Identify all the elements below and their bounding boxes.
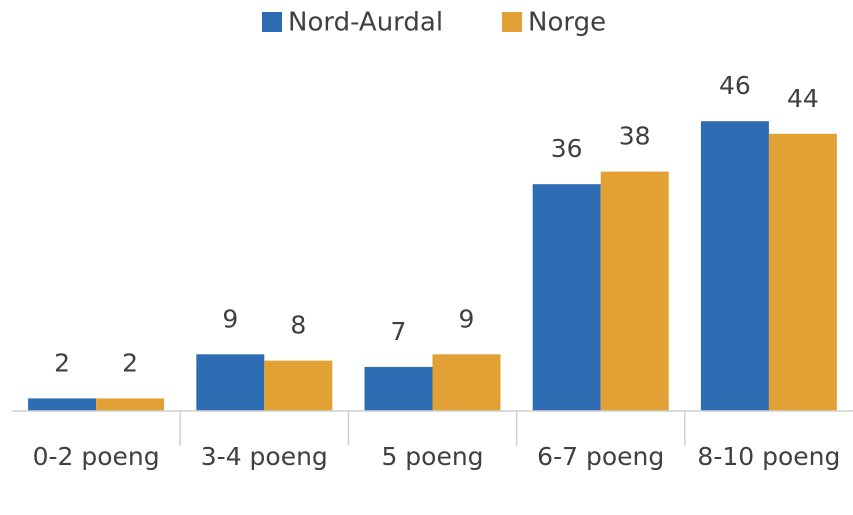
x-tick-label: 6-7 poeng <box>537 442 664 471</box>
x-tick-label: 5 poeng <box>381 442 483 471</box>
data-label: 2 <box>54 348 70 377</box>
legend-label: Norge <box>528 8 606 38</box>
x-tick-label: 8-10 poeng <box>697 442 840 471</box>
bar <box>600 171 669 411</box>
data-label: 36 <box>551 134 583 163</box>
data-label: 8 <box>290 311 306 340</box>
bar <box>28 398 97 411</box>
data-label: 38 <box>619 122 651 151</box>
bar <box>364 366 433 411</box>
data-label: 9 <box>222 304 238 333</box>
bar <box>700 121 769 411</box>
bar <box>768 133 837 412</box>
bar <box>264 360 333 411</box>
data-label: 9 <box>459 304 475 333</box>
data-label: 46 <box>719 71 751 100</box>
legend-swatch <box>262 12 282 32</box>
legend-label: Nord-Aurdal <box>288 8 443 38</box>
bar <box>432 354 501 411</box>
data-label: 7 <box>391 317 407 346</box>
data-label: 2 <box>122 348 138 377</box>
bar <box>96 398 165 411</box>
legend-swatch <box>502 12 522 32</box>
x-tick-label: 3-4 poeng <box>201 442 328 471</box>
data-label: 44 <box>787 84 819 113</box>
bar <box>532 184 601 411</box>
x-tick-label: 0-2 poeng <box>33 442 160 471</box>
bar <box>196 354 265 411</box>
